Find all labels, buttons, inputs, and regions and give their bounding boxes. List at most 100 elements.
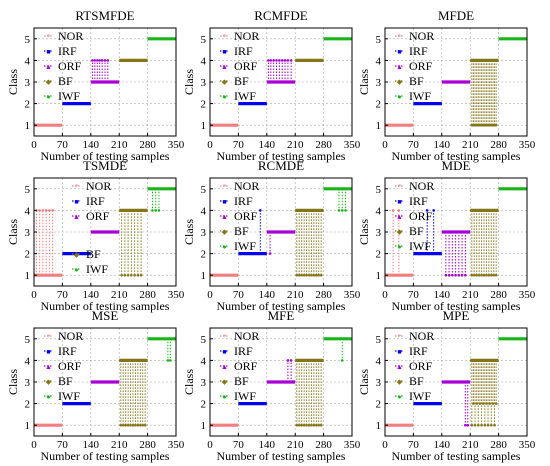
- legend-marker-nor: *: [47, 33, 51, 41]
- legend: * NOR ■ IRF ▲ ORF ◆ BF ● IWF: [220, 29, 259, 103]
- legend-marker-bf: ◆: [222, 228, 228, 236]
- x-tick-label: 70: [57, 439, 69, 451]
- x-tick-label: 350: [344, 439, 361, 451]
- y-tick-label: 3: [201, 377, 207, 389]
- misclassified-point: [312, 273, 316, 277]
- misclassified-point: [48, 209, 51, 212]
- legend-entry-nor: NOR: [234, 179, 259, 193]
- misclassified-point: [454, 273, 457, 277]
- y-tick-label: 3: [25, 77, 31, 89]
- panel-mfde: MFDE 0 70 140 210 280 350 1 2 3 4 5 Number of testin…: [357, 8, 536, 163]
- x-tick-label: 140: [434, 289, 451, 301]
- misclassified-point: [295, 273, 299, 277]
- misclassified-point: [492, 273, 496, 277]
- panel-title: MDE: [442, 158, 471, 173]
- x-axis-label: Number of testing samples: [41, 149, 170, 163]
- y-tick-label: 3: [376, 77, 382, 89]
- misclassified-point: [120, 273, 123, 277]
- y-tick-label: 1: [376, 120, 382, 132]
- y-tick-label: 2: [201, 399, 207, 411]
- misclassified-point: [317, 423, 321, 427]
- legend-marker-orf: ▲: [396, 363, 403, 371]
- misclassified-point: [297, 273, 301, 277]
- y-tick-label: 1: [25, 270, 31, 282]
- panel-mde: MDE 0 70 140 210 280 350 1 2 3 4 5 Number of testing…: [357, 158, 536, 313]
- legend-entry-orf: ORF: [409, 59, 433, 73]
- misclassified-point: [340, 209, 344, 212]
- y-tick-label: 4: [376, 205, 382, 217]
- legend-entry-nor: NOR: [234, 29, 259, 43]
- legend-entry-nor: NOR: [409, 329, 434, 343]
- x-tick-label: 70: [57, 289, 69, 301]
- misclassified-point: [136, 423, 140, 427]
- y-tick-label: 4: [201, 55, 207, 67]
- misclassified-point: [121, 423, 125, 427]
- misclassified-point: [470, 423, 474, 427]
- misclassified-point: [314, 423, 318, 427]
- legend-marker-orf: ▲: [45, 363, 52, 371]
- y-tick-label: 2: [376, 99, 382, 111]
- misclassified-point: [477, 273, 481, 277]
- legend-entry-irf: IRF: [58, 344, 77, 358]
- legend-marker-iwf: ●: [46, 93, 50, 101]
- x-axis-label: Number of testing samples: [41, 299, 170, 313]
- x-tick-label: 210: [287, 439, 304, 451]
- misclassified-point: [300, 273, 303, 277]
- x-tick-label: 70: [408, 289, 420, 301]
- legend-marker-irf: ■: [397, 198, 401, 206]
- misclassified-point: [425, 209, 429, 212]
- legend-entry-iwf: IWF: [58, 89, 80, 103]
- legend-marker-irf: ■: [46, 348, 50, 356]
- legend: * NOR ■ IRF ▲ ORF ◆ BF ● IWF: [395, 329, 434, 403]
- misclassified-point: [340, 359, 344, 362]
- legend-marker-iwf: ●: [46, 393, 50, 401]
- y-tick-label: 4: [25, 205, 31, 217]
- panel-mpe: MPE 0 70 140 210 280 350 1 2 3 4 5 Number of testing…: [357, 308, 536, 463]
- misclassified-point: [485, 402, 488, 405]
- legend-marker-orf: ▲: [45, 63, 52, 71]
- x-tick-label: 0: [207, 139, 213, 151]
- misclassified-point: [169, 359, 172, 362]
- misclassified-point: [494, 273, 498, 277]
- y-tick-label: 4: [201, 355, 207, 367]
- y-tick-label: 5: [25, 184, 31, 196]
- x-tick-label: 140: [259, 289, 276, 301]
- panel-title: RCMFDE: [254, 8, 308, 23]
- misclassified-point: [472, 402, 475, 405]
- x-axis-label: Number of testing samples: [217, 149, 346, 163]
- legend: * NOR ■ IRF ▲ ORF ◆ BF ● IWF: [220, 329, 259, 403]
- legend-entry-nor: NOR: [86, 179, 111, 193]
- legend-marker-irf: ■: [397, 348, 401, 356]
- x-axis-label: Number of testing samples: [217, 449, 346, 463]
- legend-marker-irf: ■: [46, 48, 50, 56]
- x-tick-label: 280: [139, 139, 156, 151]
- y-tick-label: 5: [201, 184, 207, 196]
- legend-entry-orf: ORF: [86, 209, 110, 223]
- y-tick-label: 5: [376, 334, 382, 346]
- misclassified-point: [91, 59, 94, 62]
- x-tick-label: 210: [287, 139, 304, 151]
- misclassified-point: [119, 423, 123, 427]
- y-tick-label: 2: [201, 249, 207, 261]
- x-tick-label: 210: [462, 289, 479, 301]
- misclassified-point: [451, 273, 454, 277]
- y-tick-label: 5: [25, 34, 31, 46]
- legend-marker-nor: *: [47, 333, 51, 341]
- y-tick-label: 1: [201, 120, 207, 132]
- misclassified-point: [480, 423, 483, 427]
- x-tick-label: 210: [462, 139, 479, 151]
- misclassified-point: [131, 423, 135, 427]
- misclassified-point: [289, 359, 293, 362]
- legend-entry-iwf: IWF: [58, 389, 80, 403]
- misclassified-point: [283, 59, 287, 62]
- x-tick-label: 0: [382, 139, 388, 151]
- y-tick-label: 3: [376, 377, 382, 389]
- misclassified-point: [295, 423, 299, 427]
- x-tick-label: 140: [434, 139, 451, 151]
- legend-entry-orf: ORF: [58, 359, 82, 373]
- misclassified-point: [275, 59, 278, 62]
- legend-marker-iwf: ●: [222, 93, 226, 101]
- legend-marker-orf: ▲: [221, 363, 228, 371]
- misclassified-point: [307, 273, 311, 277]
- legend-marker-orf: ▲: [221, 213, 228, 221]
